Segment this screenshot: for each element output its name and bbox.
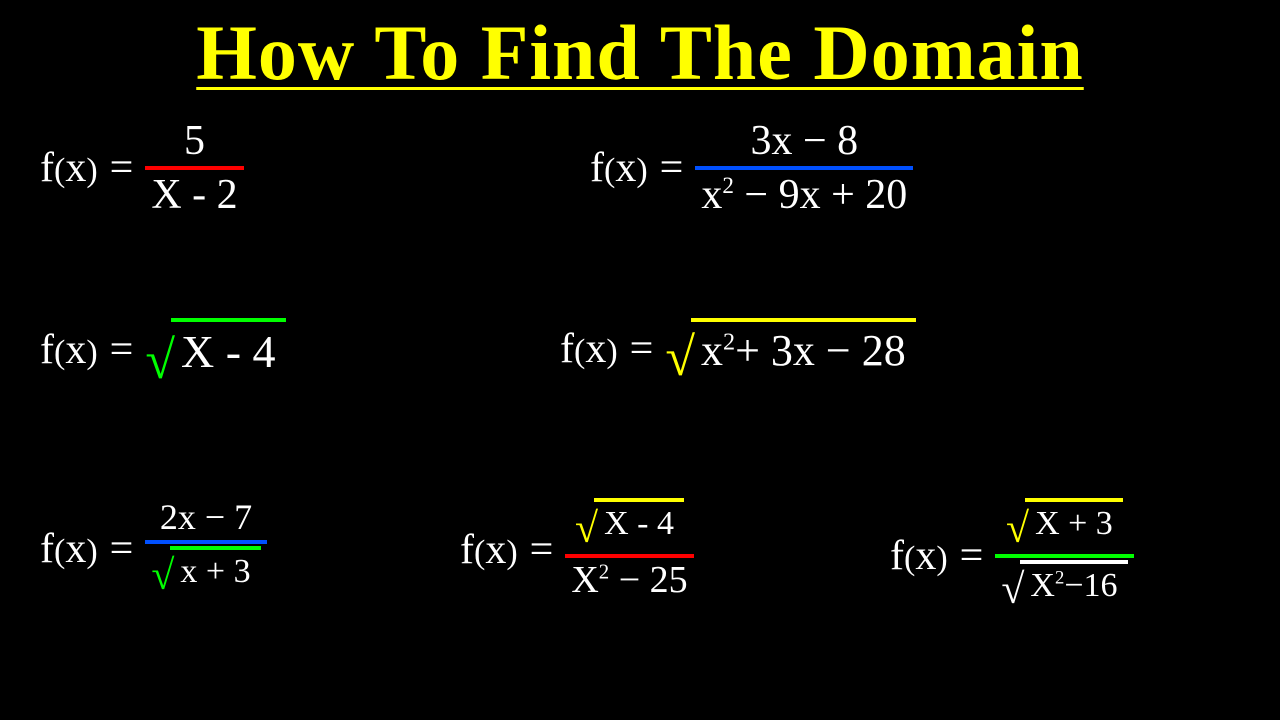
eq5-fraction: 2x − 7 √ x + 3 [145,498,266,599]
eq6-num-radicand: X - 4 [594,498,684,546]
equals-sign: = [530,526,554,574]
eq6-fraction: √ X - 4 X2 − 25 [565,498,693,602]
eq2-denominator: x2 − 9x + 20 [695,172,913,218]
eq6-denominator: X2 − 25 [565,560,693,602]
equation-4: f(x) = √ x2+ 3x − 28 [560,318,916,379]
eq1-numerator: 5 [178,118,211,164]
eq5-bar [145,540,266,544]
equals-sign: = [110,525,134,573]
eq7-numerator: √ X + 3 [1000,498,1129,552]
equation-5: f(x) = 2x − 7 √ x + 3 [40,498,267,599]
eq5-lhs: f(x) [40,525,98,573]
eq7-bar [995,554,1133,558]
eq2-fraction: 3x − 8 x2 − 9x + 20 [695,118,913,218]
eq6-lhs: f(x) [460,526,518,574]
eq5-numerator: 2x − 7 [154,498,258,538]
eq6-bar [565,554,693,558]
equation-7: f(x) = √ X + 3 √ X2−16 [890,498,1134,614]
eq6-numerator: √ X - 4 [569,498,690,552]
eq3-radicand: X - 4 [171,318,286,382]
eq3-sqrt: √ X - 4 [145,318,285,382]
equals-sign: = [110,326,134,374]
eq4-sqrt: √ x2+ 3x − 28 [665,318,915,379]
eq7-denominator: √ X2−16 [995,560,1133,614]
equations-area: f(x) = 5 X - 2 f(x) = 3x − 8 x2 − 9x + 2… [0,98,1280,698]
eq5-denominator: √ x + 3 [145,546,266,600]
eq7-num-radicand: X + 3 [1025,498,1123,546]
equation-2: f(x) = 3x − 8 x2 − 9x + 20 [590,118,913,218]
eq2-bar [695,166,913,170]
equals-sign: = [960,532,984,580]
eq7-fraction: √ X + 3 √ X2−16 [995,498,1133,614]
equation-1: f(x) = 5 X - 2 [40,118,244,218]
eq7-denom-radicand: X2−16 [1020,560,1127,608]
eq2-numerator: 3x − 8 [744,118,864,164]
eq5-denom-radicand: x + 3 [170,546,260,594]
eq4-lhs: f(x) [560,325,618,373]
eq4-radicand: x2+ 3x − 28 [691,318,916,379]
equals-sign: = [660,144,684,192]
eq1-fraction: 5 X - 2 [145,118,243,218]
eq7-lhs: f(x) [890,532,948,580]
page-title: How To Find The Domain [0,0,1280,98]
eq2-lhs: f(x) [590,144,648,192]
eq1-lhs: f(x) [40,144,98,192]
eq3-lhs: f(x) [40,326,98,374]
equation-3: f(x) = √ X - 4 [40,318,286,382]
equals-sign: = [630,325,654,373]
eq1-denominator: X - 2 [145,172,243,218]
eq1-bar [145,166,243,170]
equation-6: f(x) = √ X - 4 X2 − 25 [460,498,694,602]
equals-sign: = [110,144,134,192]
